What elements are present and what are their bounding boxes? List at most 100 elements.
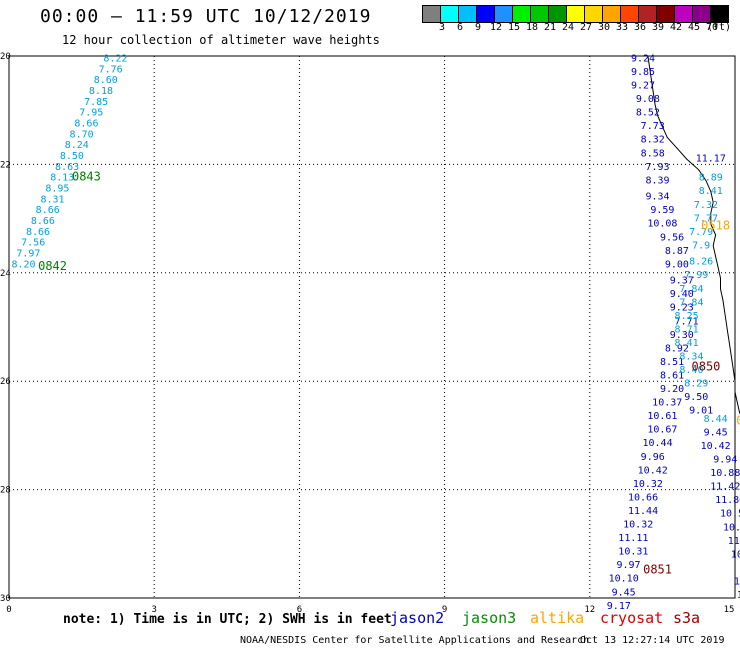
wave-height-value: 8.25 — [675, 311, 699, 322]
legend-label: 36 — [633, 22, 647, 33]
wave-height-value: 10.61 — [647, 411, 677, 422]
wave-height-value: 8.52 — [636, 108, 660, 119]
legend-label: 9 — [474, 22, 482, 33]
wave-height-value: 9.96 — [641, 452, 665, 463]
wave-height-value: 10. — [731, 549, 740, 560]
wave-height-value: 8.40 — [679, 365, 703, 376]
y-tick-label: 22 — [0, 160, 11, 170]
legend-swatch — [423, 6, 441, 22]
wave-height-value: 9.56 — [660, 232, 684, 243]
wave-height-value: 10.67 — [647, 425, 677, 436]
legend-swatch — [621, 6, 639, 22]
legend-label: 30 — [597, 22, 611, 33]
page-subtitle: 12 hour collection of altimeter wave hei… — [62, 33, 380, 47]
x-tick-label: 0 — [6, 605, 11, 615]
wave-height-value: 8.92 — [665, 343, 689, 354]
legend-swatch — [441, 6, 459, 22]
y-tick-label: 30 — [0, 594, 11, 604]
wave-height-value: 9.40 — [670, 289, 694, 300]
wave-height-value: 10.7 — [723, 522, 740, 533]
x-tick-label: 12 — [584, 605, 595, 615]
wave-height-value: 10.37 — [652, 398, 682, 409]
wave-height-value: 10.10 — [609, 574, 639, 585]
wave-height-value: 8.50 — [60, 151, 84, 162]
wave-height-value: 8.41 — [675, 338, 699, 349]
wave-height-value: 7.9 — [692, 240, 710, 251]
wave-height-value: 11.17 — [696, 154, 726, 165]
wave-height-value: 7.84 — [679, 284, 703, 295]
units-note: note: 1) Time is in UTC; 2) SWH is in fe… — [63, 612, 392, 627]
wave-height-value: 9.34 — [646, 192, 670, 203]
wave-height-value: 8.29 — [684, 379, 708, 390]
legend-label: 12 — [489, 22, 503, 33]
legend-label: 45 — [687, 22, 701, 33]
satellite-altika: altika — [530, 609, 585, 627]
wave-height-value: 9.23 — [670, 303, 694, 314]
wave-height-value: 9.97 — [616, 560, 640, 571]
wave-height-value: 11.80 — [715, 495, 740, 506]
generated-timestamp: Oct 13 12:27:14 UTC 2019 — [580, 635, 725, 646]
legend-swatch — [639, 6, 657, 22]
pass-time-label: 0842 — [38, 259, 67, 273]
wave-height-value: 10.42 — [638, 465, 668, 476]
wave-height-value: 9.45 — [704, 427, 728, 438]
legend-label: 18 — [525, 22, 539, 33]
wave-height-value: 11.6 — [728, 536, 740, 547]
wave-height-value: 10.66 — [628, 492, 658, 503]
legend-label: 70 — [705, 22, 719, 33]
legend-label: 33 — [615, 22, 629, 33]
wave-height-value: 8.87 — [665, 246, 689, 257]
x-tick-label: 3 — [151, 605, 156, 615]
legend-label: 42 — [669, 22, 683, 33]
wave-height-value: 8.89 — [699, 173, 723, 184]
pass-time-label: 0 — [736, 414, 740, 428]
page-title: 00:00 – 11:59 UTC 10/12/2019 — [40, 6, 372, 27]
wave-height-value: 9.59 — [650, 205, 674, 216]
wave-height-value: 11.11 — [618, 533, 648, 544]
wave-height-value: 7.32 — [694, 200, 718, 211]
wave-height-value: 10.08 — [647, 219, 677, 230]
wave-height-value: 9.24 — [631, 53, 655, 64]
wave-height-value: 7.76 — [99, 64, 123, 75]
wave-height-value: 11.44 — [628, 506, 658, 517]
y-tick-label: 20 — [0, 52, 11, 62]
legend-swatch — [693, 6, 711, 22]
legend-swatch — [675, 6, 693, 22]
wave-height-value: 7.99 — [684, 270, 708, 281]
x-tick-label: 9 — [442, 605, 447, 615]
wave-height-value: 8.95 — [45, 184, 69, 195]
wave-height-value: 8.71 — [675, 324, 699, 335]
wave-height-value: 7.95 — [79, 108, 103, 119]
wave-height-value: 11.42 — [710, 482, 740, 493]
wave-height-value: 7.85 — [84, 97, 108, 108]
y-tick-label: 26 — [0, 377, 11, 387]
legend-label: 3 — [438, 22, 446, 33]
legend-swatch — [711, 6, 728, 22]
wave-height-value: 8.70 — [70, 129, 94, 140]
pass-time-label: 0518 — [701, 218, 730, 232]
legend-label: 39 — [651, 22, 665, 33]
wave-height-value: 9.17 — [607, 601, 631, 612]
legend-swatch — [459, 6, 477, 22]
x-tick-label: 15 — [724, 605, 735, 615]
wave-height-value: 1 — [737, 590, 740, 601]
wave-height-value: 10.31 — [618, 547, 648, 558]
legend-label: 6 — [456, 22, 464, 33]
wave-height-value: 9.27 — [631, 81, 655, 92]
wave-height-value: 9.20 — [660, 384, 684, 395]
wave-height-value: 8.39 — [646, 175, 670, 186]
legend-label: (ft) — [706, 22, 732, 33]
wave-height-value: 10.88 — [710, 468, 740, 479]
pass-time-label: 0843 — [72, 170, 101, 184]
y-tick-label: 24 — [0, 269, 11, 279]
wave-height-value: 9.85 — [631, 67, 655, 78]
wave-height-value: 9.30 — [670, 330, 694, 341]
legend-label: 15 — [507, 22, 521, 33]
wave-height-value: 9.94 — [713, 455, 737, 466]
wave-height-value: 8.51 — [660, 357, 684, 368]
pass-time-label: 0850 — [692, 359, 721, 373]
x-tick-label: 6 — [297, 605, 302, 615]
y-tick-label: 28 — [0, 486, 11, 496]
legend-swatch — [513, 6, 531, 22]
wave-height-value: 7.93 — [646, 162, 670, 173]
